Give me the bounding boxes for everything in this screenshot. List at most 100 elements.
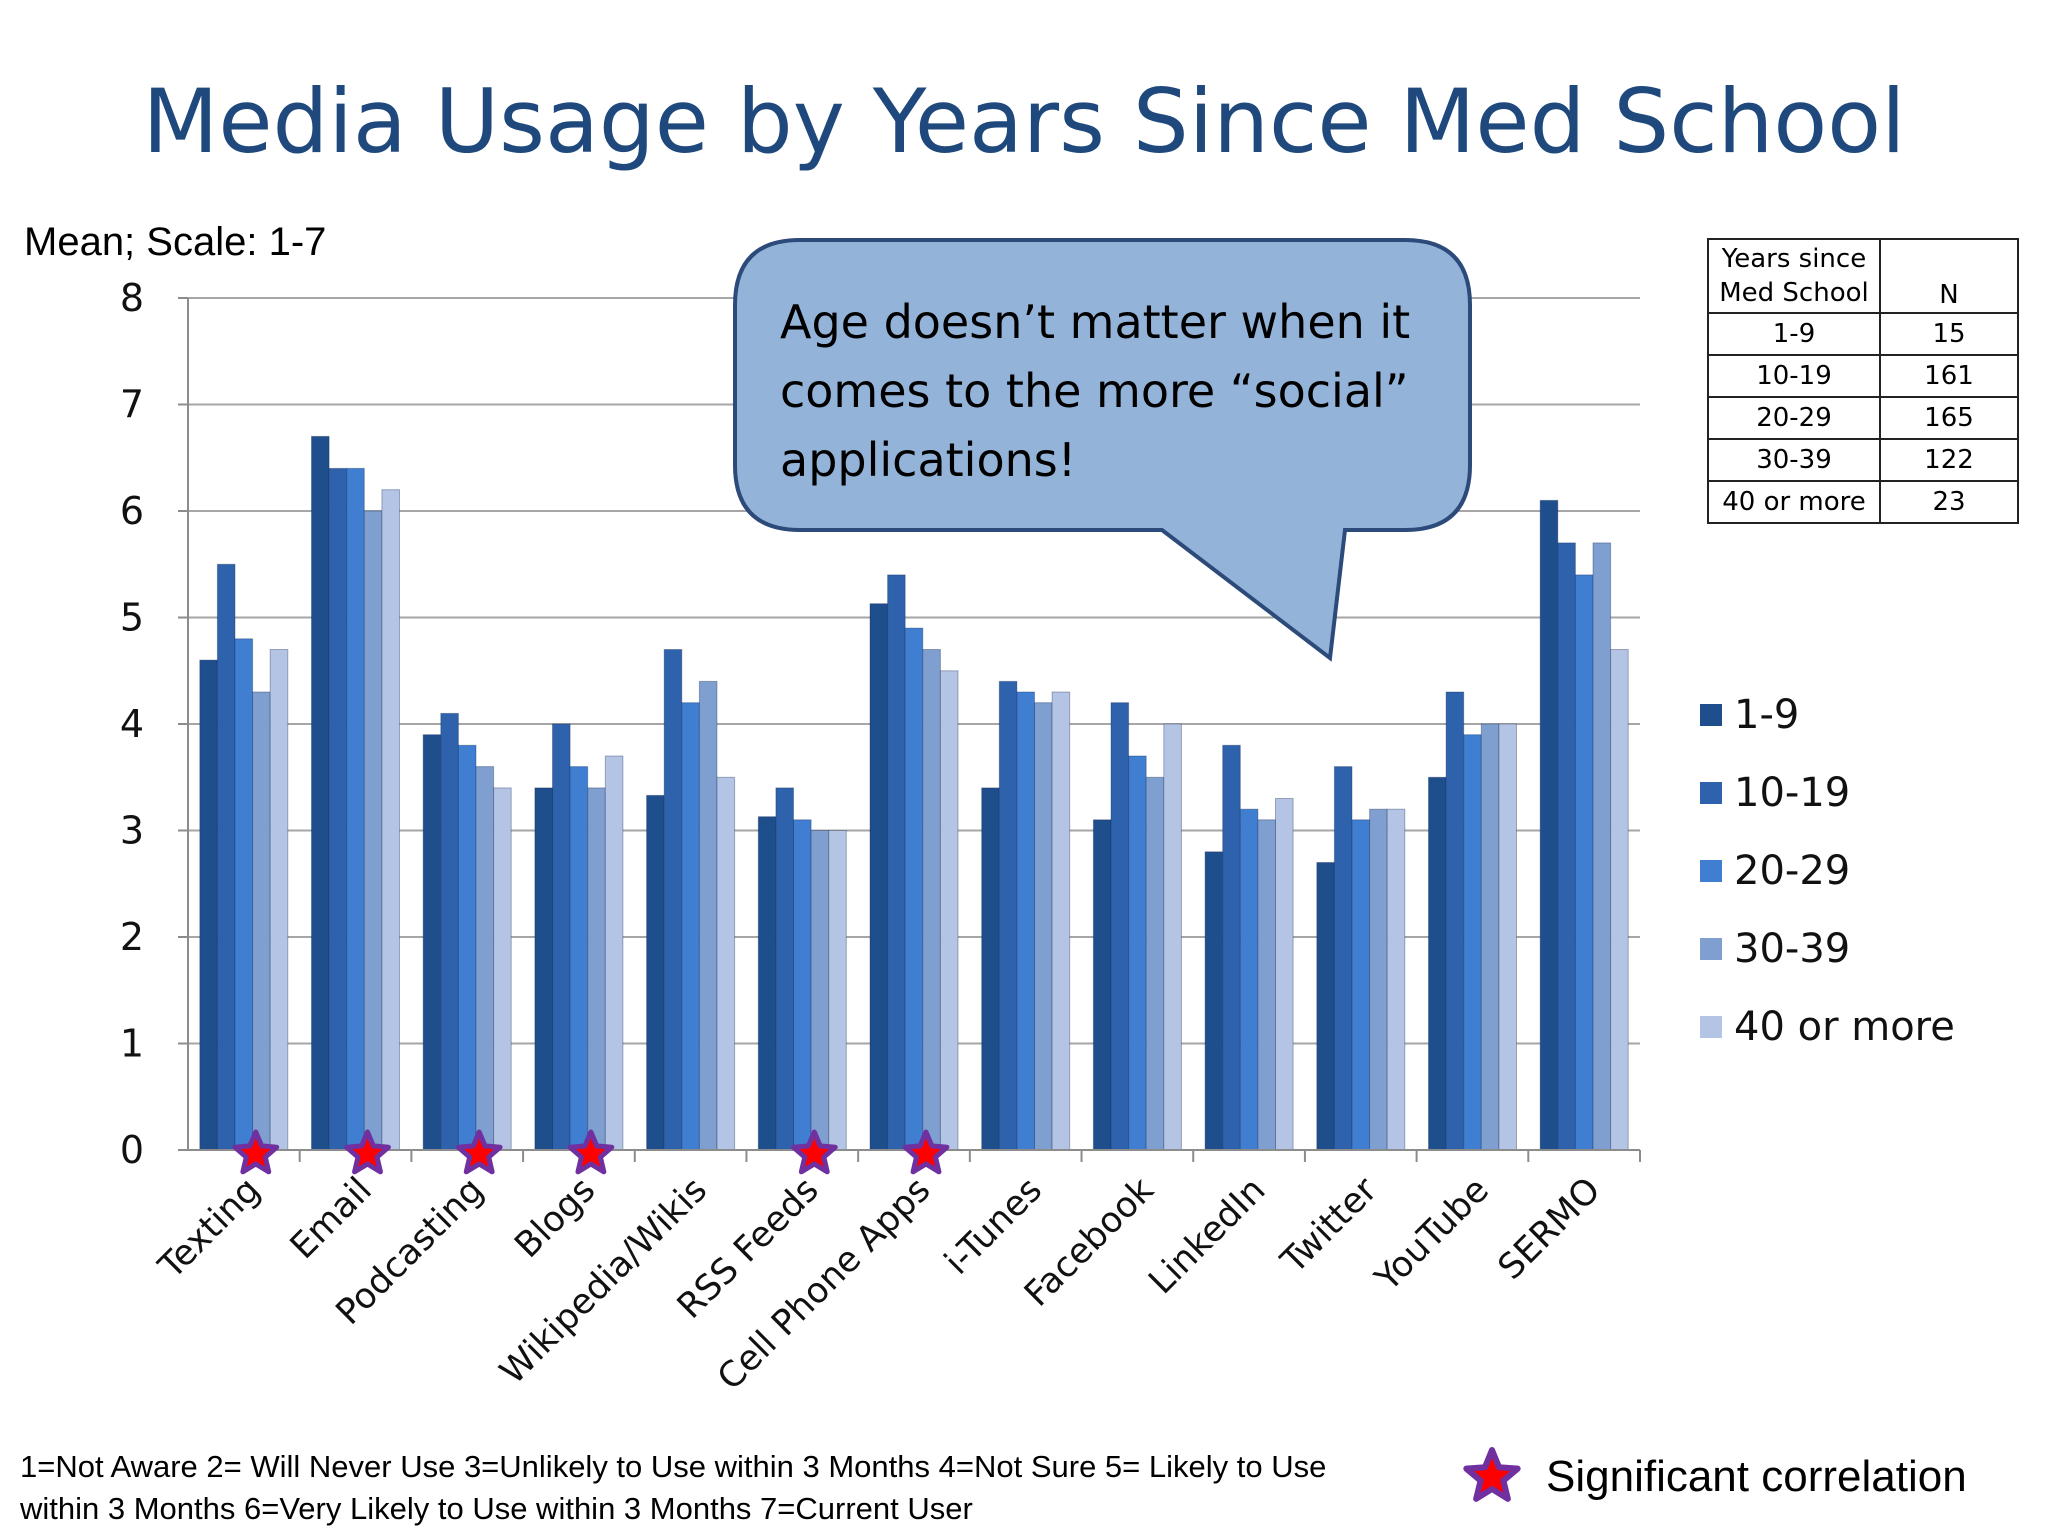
- star-icon: [344, 1129, 391, 1175]
- bar: [422, 734, 442, 1151]
- y-tick-label: 7: [120, 383, 144, 427]
- bar: [1316, 862, 1335, 1151]
- x-tick-label: i-Tunes: [937, 1170, 1050, 1283]
- bar: [475, 766, 495, 1151]
- bar: [457, 744, 477, 1151]
- bar: [252, 691, 271, 1151]
- bar: [604, 755, 624, 1151]
- bar: [1386, 808, 1406, 1151]
- significance-legend: Significant correlation: [1460, 1445, 1967, 1509]
- significance-label: Significant correlation: [1546, 1452, 1967, 1501]
- x-tick-label: Wikipedia/Wikis: [493, 1170, 715, 1392]
- bar: [775, 787, 795, 1151]
- legend-swatch: [1700, 938, 1722, 960]
- table-header-n: N: [1879, 238, 2019, 314]
- bar: [904, 627, 924, 1151]
- callout-bubble: [733, 238, 1472, 662]
- bar: [552, 723, 571, 1151]
- bar: [269, 649, 289, 1151]
- x-tick-label: Texting: [151, 1170, 268, 1287]
- bar: [534, 787, 554, 1151]
- bar: [887, 574, 906, 1151]
- y-axis-label: Mean; Scale: 1-7: [24, 220, 327, 264]
- table-cell: 161: [1879, 354, 2019, 398]
- legend-swatch: [1700, 860, 1722, 882]
- table-cell: 122: [1879, 438, 2019, 482]
- bar: [698, 680, 718, 1151]
- legend-label: 1-9: [1734, 692, 1800, 738]
- bar: [1445, 691, 1465, 1151]
- legend-swatch: [1700, 704, 1722, 726]
- bar: [1333, 766, 1353, 1151]
- bar: [1480, 723, 1500, 1151]
- bar: [1498, 723, 1518, 1151]
- bar: [646, 794, 665, 1151]
- bar: [587, 787, 606, 1151]
- legend-label: 10-19: [1734, 770, 1851, 816]
- table-cell: 15: [1879, 312, 2019, 356]
- bar: [1145, 776, 1165, 1151]
- bar: [1369, 808, 1388, 1151]
- x-tick-label: Email: [283, 1170, 380, 1267]
- x-tick-label: Cell Phone Apps: [710, 1170, 938, 1398]
- bar: [1128, 755, 1147, 1151]
- table-cell: 10-19: [1707, 354, 1881, 398]
- bar: [939, 670, 959, 1151]
- x-tick-label: LinkedIn: [1141, 1170, 1273, 1302]
- legend-item: 40 or more: [1700, 988, 1955, 1066]
- y-tick-label: 4: [120, 702, 144, 746]
- table-cell: 40 or more: [1707, 480, 1881, 524]
- y-tick-label: 3: [120, 809, 144, 853]
- bar: [1222, 744, 1241, 1151]
- bar: [681, 702, 700, 1151]
- bar: [1592, 542, 1612, 1151]
- sample-size-table: Years since Med School N 1-9 15 10-19 161 …: [1707, 238, 2019, 524]
- bar: [1539, 499, 1559, 1151]
- bar: [716, 776, 736, 1151]
- bar: [311, 435, 330, 1151]
- y-tick-label: 0: [120, 1128, 144, 1172]
- legend-item: 30-39: [1700, 910, 1955, 988]
- bar: [1034, 702, 1053, 1151]
- bar: [1257, 819, 1277, 1151]
- legend-swatch: [1700, 782, 1722, 804]
- bar: [1163, 723, 1182, 1151]
- x-tick-label: Blogs: [507, 1170, 603, 1266]
- bar: [1016, 691, 1036, 1151]
- bar: [346, 467, 365, 1151]
- callout-shape: [733, 238, 1472, 662]
- star-icon: [567, 1129, 615, 1175]
- y-tick-label: 1: [120, 1022, 144, 1066]
- bar: [328, 467, 348, 1151]
- bar: [493, 787, 512, 1151]
- bar: [1351, 819, 1371, 1151]
- table-cell: 30-39: [1707, 438, 1881, 482]
- star-icon: [790, 1129, 838, 1175]
- legend-item: 10-19: [1700, 754, 1955, 832]
- y-tick-label: 8: [120, 276, 144, 320]
- bar: [793, 819, 812, 1151]
- y-tick-labels: 0 1 2 3 4 5 6 7 8: [120, 276, 144, 1172]
- x-tick-label: Twitter: [1273, 1170, 1385, 1282]
- star-icon: [1463, 1447, 1521, 1502]
- bar: [440, 712, 459, 1151]
- bar: [981, 787, 1000, 1151]
- star-icon: [455, 1129, 503, 1175]
- bar: [1239, 808, 1259, 1151]
- bar: [663, 649, 683, 1151]
- legend-label: 40 or more: [1734, 1004, 1955, 1050]
- chart-legend: 1-9 10-19 20-29 30-39 40 or more: [1700, 676, 1955, 1066]
- bar: [216, 563, 236, 1151]
- y-tick-label: 6: [120, 489, 144, 533]
- legend-label: 20-29: [1734, 848, 1851, 894]
- bar: [199, 659, 218, 1151]
- legend-swatch: [1700, 1016, 1722, 1038]
- table-cell: 165: [1879, 396, 2019, 440]
- bar: [869, 603, 889, 1151]
- legend-item: 1-9: [1700, 676, 1955, 754]
- legend-item: 20-29: [1700, 832, 1955, 910]
- bar: [828, 830, 847, 1151]
- bar: [1204, 851, 1224, 1151]
- bar: [810, 830, 830, 1151]
